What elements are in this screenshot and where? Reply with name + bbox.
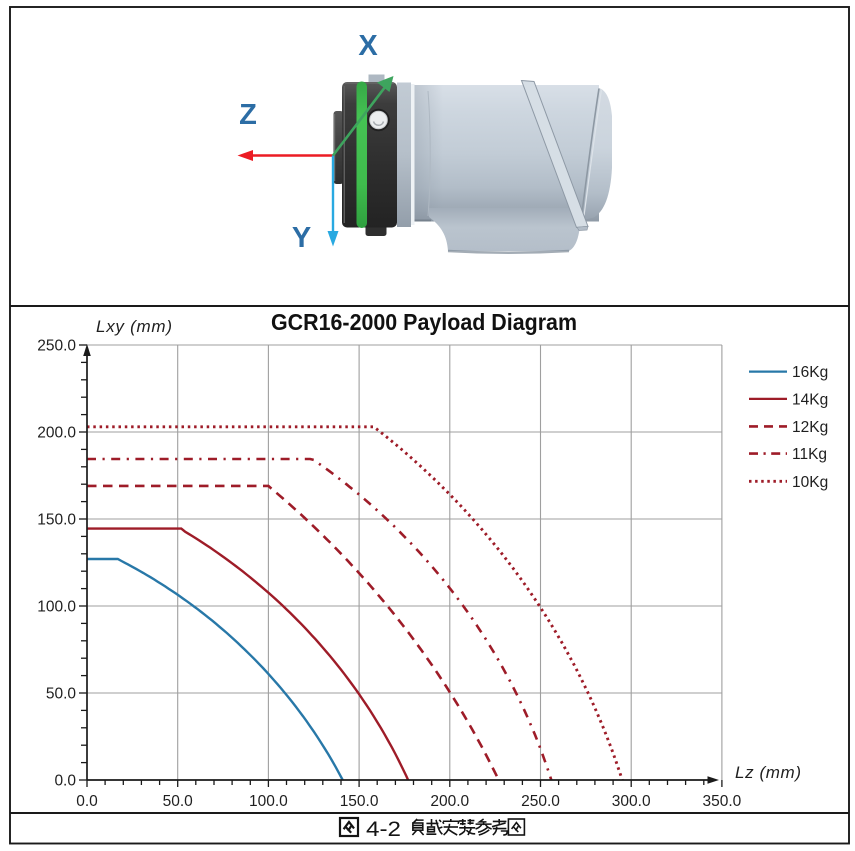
svg-text:250.0: 250.0 [37,338,76,355]
svg-text:300.0: 300.0 [612,793,651,810]
svg-text:10Kg: 10Kg [792,474,828,491]
svg-text:0.0: 0.0 [76,793,98,810]
svg-text:150.0: 150.0 [340,793,379,810]
svg-text:Y: Y [292,222,311,254]
svg-text:250.0: 250.0 [521,793,560,810]
svg-text:0.0: 0.0 [54,773,76,790]
svg-text:100.0: 100.0 [37,599,76,616]
svg-text:200.0: 200.0 [430,793,469,810]
svg-text:200.0: 200.0 [37,425,76,442]
svg-text:GCR16-2000 Payload Diagram: GCR16-2000 Payload Diagram [271,309,577,335]
svg-text:4-2: 4-2 [366,818,401,841]
svg-text:100.0: 100.0 [249,793,288,810]
svg-text:50.0: 50.0 [163,793,194,810]
svg-text:12Kg: 12Kg [792,419,828,436]
svg-text:Lxy (mm): Lxy (mm) [96,317,172,336]
svg-text:Z: Z [239,99,257,131]
svg-text:Lz (mm): Lz (mm) [735,763,801,782]
svg-text:X: X [358,30,378,62]
svg-text:11Kg: 11Kg [792,446,827,463]
svg-text:50.0: 50.0 [46,686,77,703]
svg-text:14Kg: 14Kg [792,391,828,408]
svg-text:350.0: 350.0 [703,793,742,810]
svg-text:16Kg: 16Kg [792,364,828,381]
svg-text:150.0: 150.0 [37,512,76,529]
